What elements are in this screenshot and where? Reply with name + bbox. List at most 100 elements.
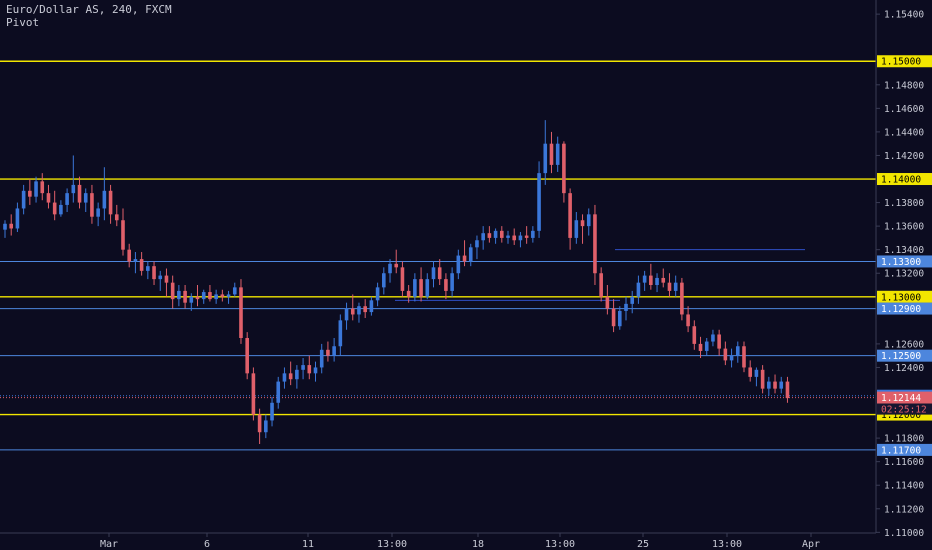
candle [568,188,572,250]
pivot-minor-tag-label: 1.13300 [881,257,921,268]
candle-body [3,223,7,230]
candle-body [183,290,187,303]
candle-body [232,287,237,295]
candle [338,314,343,356]
price-tick-label: 1.14600 [884,104,924,115]
pivot-major-tag [877,290,932,303]
candle [3,220,7,238]
candle-body [96,208,100,217]
candle-body [332,346,336,356]
candle [785,376,790,403]
candle [121,208,125,256]
candle [363,299,367,318]
pivot-minor-tag [877,443,932,456]
candle-body [71,184,76,194]
candle-body [767,381,771,389]
pivot-minor-tag-label: 1.12500 [881,351,921,362]
candle [344,302,349,330]
study-label[interactable]: Pivot [6,16,40,29]
price-tick-label: 1.14200 [884,151,924,162]
time-axis[interactable]: Mar 6 11 13:00 18 13:00 25 13:00 Apr [100,533,820,550]
candle-body [307,365,312,374]
candle-body [201,292,206,300]
candle [779,376,784,394]
candle [767,376,771,396]
candle [369,296,374,316]
candle-body [500,230,504,238]
candle [307,355,312,380]
candle-body [704,341,709,351]
candle-body [350,308,355,315]
candle [133,252,138,274]
candle [506,230,510,244]
candle-body [121,220,125,250]
candle [704,338,709,356]
candle [605,285,610,315]
time-tick-label: 13:00 [712,539,742,550]
candle [201,289,206,304]
candle [481,226,485,250]
candle [90,184,94,224]
candle-body [276,381,281,403]
candle-body [288,373,293,380]
candle [673,275,678,297]
candle-body [555,143,560,165]
candle [419,267,423,302]
candle [475,235,479,260]
candle [543,120,548,185]
trend-segments [395,249,805,301]
candle [742,341,746,373]
candle [729,348,734,368]
candle-body [562,143,566,194]
candle-body [406,290,411,297]
candle-body [251,373,256,415]
candle [65,188,69,212]
candle-body [326,349,330,356]
candle [431,261,436,288]
candle-body [481,233,485,241]
candle [28,179,32,205]
candle [276,376,281,409]
candle [264,414,268,439]
candle-body [661,277,666,283]
candle [437,259,442,286]
price-axis-tags: 1.15000 1.14000 1.13000 1.12000 1.13300 1.129… [877,55,932,456]
candle [754,367,759,387]
candle-body [338,320,343,347]
candle [617,306,622,330]
candle-body [388,263,392,274]
candle-body [425,279,430,297]
candle-body [295,369,299,380]
candle [15,202,20,233]
time-tick-label: 25 [637,539,649,550]
time-tick-label: 13:00 [377,539,407,550]
candle-body [52,202,57,215]
candle-body [170,282,175,300]
candle-body [512,235,517,241]
candle-body [239,287,243,339]
candle-body [208,292,212,300]
candle [146,261,150,280]
candle [239,279,243,344]
candle [636,275,641,304]
candle [711,329,715,347]
price-tick-label: 1.13400 [884,245,924,256]
candle [96,202,100,227]
price-tick-label: 1.11000 [884,528,924,539]
candle [655,273,659,293]
pivot-levels [0,60,876,451]
time-tick-label: Mar [100,539,118,550]
candle-body [146,266,150,271]
candle [382,267,386,295]
candle-body [357,306,361,315]
candle [83,188,88,212]
candle [649,263,653,290]
candle-body [83,193,88,203]
candle [586,208,591,236]
candle-body [21,190,26,209]
candle [114,204,119,227]
price-axis[interactable]: 1.15400 1.14800 1.14600 1.14400 1.14200 1.138… [876,10,924,539]
candle-body [77,184,82,203]
candle-body [152,266,156,280]
countdown-tag [877,403,932,415]
